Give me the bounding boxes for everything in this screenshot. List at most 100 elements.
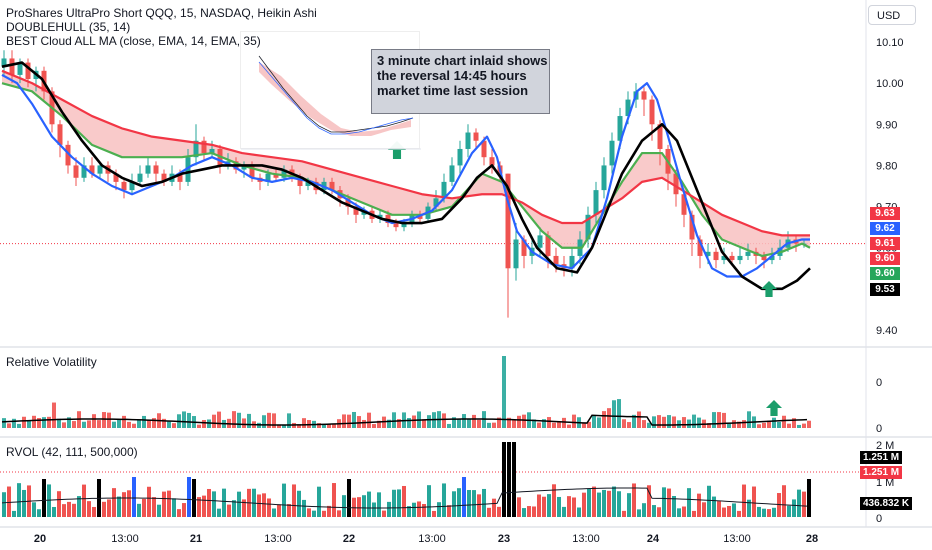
rv-bar [692, 414, 696, 428]
rvol-bar [557, 496, 561, 517]
rvol-bar [692, 510, 696, 517]
rvol-bar [652, 505, 656, 517]
rvol-bar [392, 489, 396, 517]
rvol-bar [257, 494, 261, 517]
rvol-bar [702, 502, 706, 517]
rv-bar [112, 421, 116, 428]
rv-bar [187, 412, 191, 428]
rvol-bar [592, 486, 596, 517]
rv-bar [467, 418, 471, 428]
rv-average-line [1, 414, 808, 426]
annotation-box[interactable]: 3 minute chart inlaid shows the reversal… [371, 49, 550, 114]
rv-bar [2, 418, 6, 428]
rv-bar [407, 418, 411, 428]
rv-bar [452, 417, 456, 428]
candle-body [585, 214, 591, 240]
rvol-bar [462, 477, 466, 517]
candle-body [145, 165, 151, 174]
rv-bar [357, 416, 361, 428]
rvol-bar [602, 489, 606, 517]
rv-bar [302, 418, 306, 428]
rv-bar [67, 417, 71, 428]
indicator-doublehull[interactable]: DOUBLEHULL (35, 14) [6, 20, 131, 34]
rvol-bar [312, 510, 316, 517]
rv-bar [712, 412, 716, 428]
rv-bar [317, 423, 321, 428]
rvol-bar [477, 494, 481, 517]
rvol-bar [527, 506, 531, 517]
rvol-bar [472, 490, 476, 517]
rvol-bar [217, 508, 221, 517]
candle-body [625, 99, 631, 117]
candle-body [505, 173, 511, 269]
rv-bar [492, 422, 496, 428]
rv-bar [512, 419, 516, 428]
rv-panel-title[interactable]: Relative Volatility [6, 355, 97, 369]
price-tag-ema-fast: 9.60 [870, 267, 900, 280]
x-tick-label: 23 [498, 533, 510, 545]
rv-bar [92, 414, 96, 428]
rvol-bar [767, 509, 771, 517]
indicator-best-cloud[interactable]: BEST Cloud ALL MA (close, EMA, 14, EMA, … [6, 34, 261, 48]
rv-bar [247, 413, 251, 428]
hull-slow-line [1, 61, 811, 291]
rvol-bar [622, 510, 626, 517]
rvol-bar [562, 506, 566, 517]
rv-bar [622, 419, 626, 428]
candle-body [201, 140, 207, 154]
rvol-bar [137, 503, 141, 517]
rvol-bar [542, 496, 546, 517]
currency-button[interactable]: USD [868, 5, 916, 25]
candle-body [569, 255, 575, 269]
rvol-bar [507, 442, 511, 517]
rvol-bar [402, 485, 406, 517]
rv-bar [17, 423, 21, 428]
rvol-bar [122, 492, 126, 517]
candle-body [641, 91, 647, 100]
rv-bar [572, 414, 576, 428]
rv-bar [447, 423, 451, 428]
rv-bar [602, 411, 606, 428]
rvol-bar [177, 509, 181, 517]
indicator-lines [1, 61, 811, 291]
rvol-bar [112, 488, 116, 517]
rvol-panel-title[interactable]: RVOL (42, 111, 500,000) [6, 445, 138, 459]
price-tag-last: 9.61 [870, 237, 900, 250]
rv-bar [632, 414, 636, 428]
rv-bar [727, 423, 731, 428]
rv-bar [747, 411, 751, 428]
rvol-bar [192, 479, 196, 517]
rvol-bar [207, 488, 211, 517]
rv-bar [332, 423, 336, 428]
candle-body [97, 165, 103, 174]
rvol-bar [587, 488, 591, 517]
rv-bar [707, 423, 711, 428]
rvol-bar [427, 485, 431, 517]
candle-body [9, 58, 15, 75]
rv-bar [682, 417, 686, 428]
rvol-bar [302, 499, 306, 517]
rv-bar [232, 411, 236, 428]
rvol-bar [567, 496, 571, 517]
rvol-bar [717, 501, 721, 517]
rvol-bar [62, 504, 66, 517]
rv-bar [792, 418, 796, 428]
annotation-line-2: the reversal 14:45 hours [377, 68, 527, 83]
rv-bar [142, 415, 146, 428]
candle-body [209, 148, 215, 154]
rvol-bar [797, 489, 801, 517]
rvol-bar [52, 506, 56, 517]
candle-body [249, 165, 255, 178]
rv-bar [147, 420, 151, 428]
rvol-bar [532, 506, 536, 517]
rvol-bar [732, 503, 736, 517]
arrows-layer [387, 141, 782, 416]
candle-body [305, 181, 311, 186]
rv-bar [347, 414, 351, 428]
rv-bar [782, 415, 786, 428]
rvol-bar [162, 491, 166, 517]
rvol-bar [7, 486, 11, 517]
rv-bar [262, 415, 266, 428]
